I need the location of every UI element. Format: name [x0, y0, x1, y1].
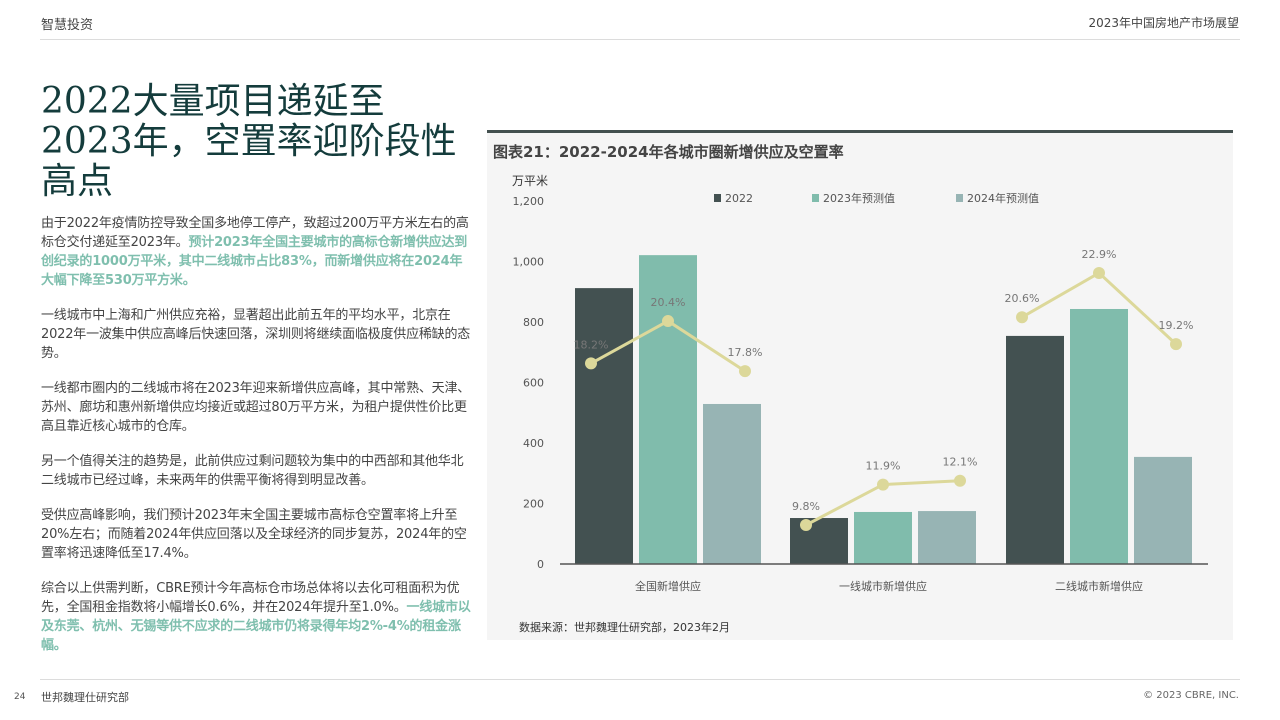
text: 另一个值得关注的趋势是，此前供应过剩问题较为集中的中西部和其他华北二线城市已经过… — [41, 454, 464, 488]
page-number: 24 — [14, 692, 26, 702]
bar — [575, 288, 633, 564]
y-tick-label: 800 — [523, 316, 544, 329]
chart-source: 数据来源：世邦魏理仕研究部，2023年2月 — [519, 621, 730, 634]
y-tick-label: 600 — [523, 377, 544, 390]
paragraph: 一线都市圈内的二线城市将在2023年迎来新增供应高峰，其中常熟、天津、苏州、廊坊… — [41, 379, 473, 436]
legend-label: 2023年预测值 — [823, 191, 895, 205]
bar — [639, 255, 697, 564]
text: 综合以上供需判断，CBRE预计今年高标仓市场总体将以去化可租面积为优先，全国租金… — [41, 581, 460, 615]
vacancy-point — [1093, 266, 1105, 279]
vacancy-point — [1016, 311, 1028, 324]
bar — [1070, 308, 1128, 564]
bar — [1134, 456, 1192, 564]
bar — [703, 403, 761, 564]
vacancy-label: 18.2% — [574, 338, 609, 351]
chart-title: 图表21：2022-2024年各城市圈新增供应及空置率 — [493, 143, 844, 161]
bar — [918, 511, 976, 564]
vacancy-point — [954, 474, 966, 487]
legend-label: 2024年预测值 — [967, 191, 1039, 205]
vacancy-point — [1170, 338, 1182, 351]
legend-swatch — [714, 194, 721, 202]
vacancy-point — [739, 365, 751, 378]
vacancy-label: 19.2% — [1159, 319, 1194, 332]
vacancy-point — [662, 315, 674, 328]
legend-swatch — [956, 194, 963, 202]
x-tick-label: 二线城市新增供应 — [1055, 579, 1143, 593]
legend-swatch — [812, 194, 819, 202]
vacancy-label: 22.9% — [1082, 248, 1117, 261]
header-divider — [40, 39, 1240, 40]
vacancy-label: 20.6% — [1005, 292, 1040, 305]
vacancy-label: 17.8% — [728, 346, 763, 359]
legend-label: 2022 — [725, 192, 753, 205]
body-text: 由于2022年疫情防控导致全国多地停工停产，致超过200万平方米左右的高标仓交付… — [41, 214, 473, 671]
copyright: © 2023 CBRE, INC. — [1143, 690, 1239, 701]
y-tick-label: 1,000 — [513, 256, 545, 269]
y-tick-label: 0 — [537, 558, 544, 571]
paragraph: 由于2022年疫情防控导致全国多地停工停产，致超过200万平方米左右的高标仓交付… — [41, 214, 473, 290]
paragraph: 受供应高峰影响，我们预计2023年末全国主要城市高标仓空置率将上升至20%左右；… — [41, 506, 473, 563]
highlight-text: 预计2023年全国主要城市的高标仓新增供应达到创纪录的1000万平米，其中二线城… — [41, 235, 468, 288]
vacancy-point — [877, 478, 889, 491]
text: 由于2022年疫情防控导致全国多地停工停产，致超过200万平方米左右的高标仓交付… — [41, 216, 469, 250]
report-title: 2023年中国房地产市场展望 — [1088, 16, 1239, 30]
vacancy-point — [800, 519, 812, 531]
paragraph: 一线城市中上海和广州供应充裕，显著超出此前五年的平均水平，北京在2022年一波集… — [41, 306, 473, 363]
y-tick-label: 200 — [523, 498, 544, 511]
bar — [854, 511, 912, 564]
page-title: 2022大量项目递延至2023年，空置率迎阶段性高点 — [41, 81, 457, 202]
vacancy-label: 11.9% — [866, 460, 901, 473]
chart-figure: 图表21：2022-2024年各城市圈新增供应及空置率 万平米 0 200 400 6… — [487, 130, 1233, 640]
bar — [790, 518, 848, 564]
y-tick-label: 1,200 — [513, 195, 545, 208]
section-label: 智慧投资 — [41, 18, 94, 33]
text: 受供应高峰影响，我们预计2023年末全国主要城市高标仓空置率将上升至20%左右；… — [41, 508, 467, 561]
text: 一线都市圈内的二线城市将在2023年迎来新增供应高峰，其中常熟、天津、苏州、廊坊… — [41, 381, 471, 434]
x-tick-label: 一线城市新增供应 — [839, 579, 927, 593]
vacancy-label: 9.8% — [792, 500, 820, 513]
bar — [1006, 335, 1064, 564]
vacancy-label: 20.4% — [651, 296, 686, 309]
text: 一线城市中上海和广州供应充裕，显著超出此前五年的平均水平，北京在2022年一波集… — [41, 308, 471, 361]
highlight-text: 一线城市以及东莞、杭州、无锡等供不应求的二线城市仍将录得年均2%-4%的租金涨幅… — [41, 600, 471, 653]
vacancy-label: 12.1% — [943, 456, 978, 469]
x-tick-label: 全国新增供应 — [635, 579, 701, 593]
vacancy-point — [585, 357, 597, 370]
y-tick-label: 400 — [523, 437, 544, 450]
footer-dept: 世邦魏理仕研究部 — [41, 691, 129, 704]
chart-svg: 0 200 400 600 800 1,000 1,200 2022 2023年预测值 2024年… — [513, 191, 1208, 593]
paragraph: 综合以上供需判断，CBRE预计今年高标仓市场总体将以去化可租面积为优先，全国租金… — [41, 579, 473, 655]
y-axis-label: 万平米 — [512, 174, 549, 188]
paragraph: 另一个值得关注的趋势是，此前供应过剩问题较为集中的中西部和其他华北二线城市已经过… — [41, 452, 473, 490]
footer-divider — [40, 679, 1240, 680]
